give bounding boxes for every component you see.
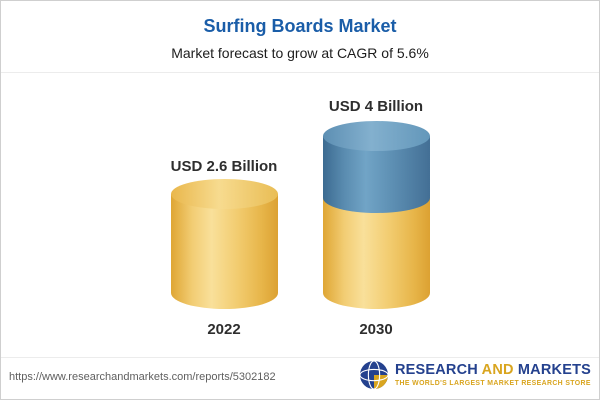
category-label-2030: 2030 bbox=[359, 321, 393, 338]
header-divider bbox=[1, 72, 599, 73]
logo-text-block: RESEARCH AND MARKETS THE WORLD'S LARGEST… bbox=[394, 361, 591, 388]
category-label-2022: 2022 bbox=[207, 321, 241, 338]
logo-word-research: RESEARCH bbox=[394, 361, 478, 378]
logo-tagline: THE WORLD'S LARGEST MARKET RESEARCH STOR… bbox=[394, 380, 591, 388]
logo-word-and: AND bbox=[481, 361, 514, 378]
logo-wordmark: RESEARCH AND MARKETS bbox=[394, 361, 591, 379]
cylinder-2030-yellow-segment bbox=[323, 198, 430, 309]
report-url: https://www.researchandmarkets.com/repor… bbox=[9, 371, 276, 383]
chart-title: Surfing Boards Market bbox=[203, 16, 397, 36]
value-label-2030: USD 4 Billion bbox=[328, 98, 424, 115]
logo-word-markets: MARKETS bbox=[517, 361, 591, 378]
cylinder-2022-body bbox=[171, 194, 278, 309]
cylinder-2022-top-cap bbox=[171, 179, 278, 209]
footer-divider bbox=[1, 357, 599, 358]
chart-subtitle: Market forecast to grow at CAGR of 5.6% bbox=[171, 45, 429, 61]
globe-icon bbox=[359, 360, 389, 390]
research-and-markets-logo: RESEARCH AND MARKETS THE WORLD'S LARGEST… bbox=[359, 360, 591, 390]
cylinder-2030-top-cap bbox=[323, 121, 430, 151]
value-label-2022: USD 2.6 Billion bbox=[170, 158, 278, 175]
